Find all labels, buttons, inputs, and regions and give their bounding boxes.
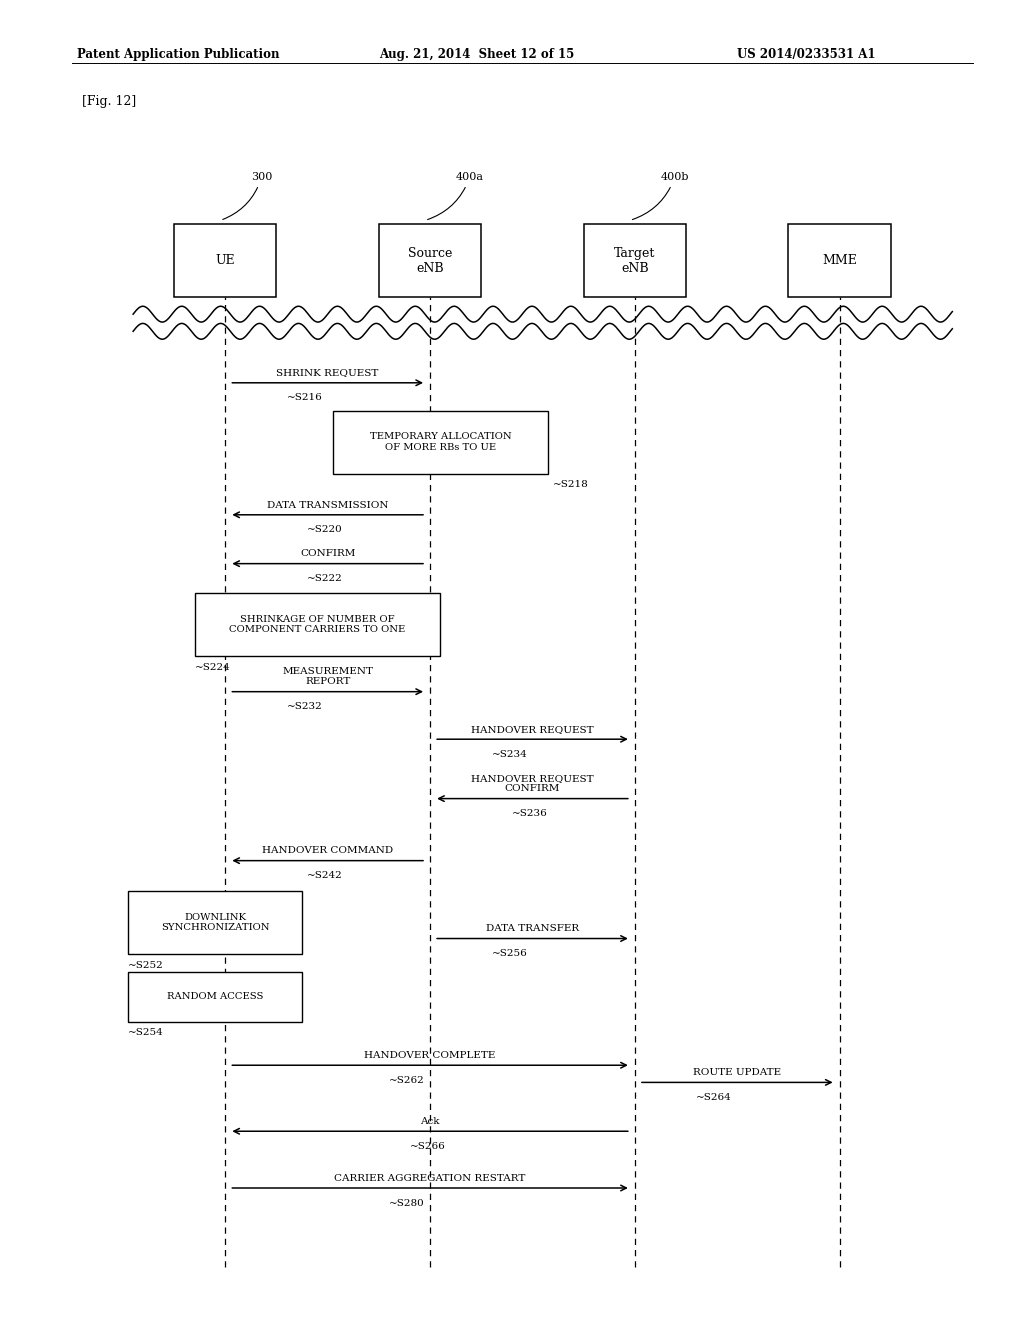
FancyBboxPatch shape — [128, 891, 302, 954]
Text: Source
eNB: Source eNB — [408, 247, 453, 275]
Text: 400b: 400b — [633, 172, 689, 219]
FancyBboxPatch shape — [174, 224, 276, 297]
Text: CONFIRM: CONFIRM — [300, 549, 355, 558]
FancyBboxPatch shape — [584, 224, 686, 297]
Text: [Fig. 12]: [Fig. 12] — [82, 95, 136, 108]
Text: ~S232: ~S232 — [287, 702, 323, 711]
Text: MME: MME — [822, 255, 857, 267]
Text: ~S216: ~S216 — [287, 393, 323, 403]
Text: SHRINKAGE OF NUMBER OF
COMPONENT CARRIERS TO ONE: SHRINKAGE OF NUMBER OF COMPONENT CARRIER… — [229, 615, 406, 634]
Text: ~S280: ~S280 — [389, 1199, 425, 1208]
Text: DATA TRANSMISSION: DATA TRANSMISSION — [267, 500, 388, 510]
Text: ~S218: ~S218 — [553, 480, 589, 490]
Text: Patent Application Publication: Patent Application Publication — [77, 48, 280, 61]
Text: HANDOVER COMPLETE: HANDOVER COMPLETE — [365, 1051, 496, 1060]
Text: DATA TRANSFER: DATA TRANSFER — [486, 924, 579, 933]
Text: RANDOM ACCESS: RANDOM ACCESS — [167, 993, 263, 1001]
Text: HANDOVER REQUEST: HANDOVER REQUEST — [471, 725, 594, 734]
Text: ~S264: ~S264 — [696, 1093, 732, 1102]
Text: ~S256: ~S256 — [492, 949, 527, 958]
Text: Target
eNB: Target eNB — [614, 247, 655, 275]
Text: 400a: 400a — [428, 172, 483, 219]
Text: HANDOVER COMMAND: HANDOVER COMMAND — [262, 846, 393, 855]
Text: CARRIER AGGREGATION RESTART: CARRIER AGGREGATION RESTART — [335, 1173, 525, 1183]
Text: UE: UE — [215, 255, 236, 267]
Text: ~S262: ~S262 — [389, 1076, 425, 1085]
Text: ~S254: ~S254 — [128, 1028, 164, 1038]
Text: ~S224: ~S224 — [195, 663, 230, 672]
Text: ~S236: ~S236 — [512, 809, 548, 818]
Text: ~S266: ~S266 — [410, 1142, 445, 1151]
FancyBboxPatch shape — [379, 224, 481, 297]
FancyBboxPatch shape — [195, 593, 440, 656]
Text: Aug. 21, 2014  Sheet 12 of 15: Aug. 21, 2014 Sheet 12 of 15 — [379, 48, 574, 61]
Text: HANDOVER REQUEST
CONFIRM: HANDOVER REQUEST CONFIRM — [471, 774, 594, 793]
Text: ~S220: ~S220 — [307, 525, 343, 535]
Text: SHRINK REQUEST: SHRINK REQUEST — [276, 368, 379, 378]
Text: 300: 300 — [223, 172, 272, 219]
Text: MEASUREMENT
REPORT: MEASUREMENT REPORT — [283, 667, 373, 686]
Text: TEMPORARY ALLOCATION
OF MORE RBs TO UE: TEMPORARY ALLOCATION OF MORE RBs TO UE — [370, 433, 511, 451]
Text: ~S242: ~S242 — [307, 871, 343, 880]
FancyBboxPatch shape — [333, 411, 548, 474]
Text: Ack: Ack — [420, 1117, 440, 1126]
Text: ROUTE UPDATE: ROUTE UPDATE — [693, 1068, 781, 1077]
Text: US 2014/0233531 A1: US 2014/0233531 A1 — [737, 48, 876, 61]
Text: ~S222: ~S222 — [307, 574, 343, 583]
Text: ~S252: ~S252 — [128, 961, 164, 970]
Text: DOWNLINK
SYNCHRONIZATION: DOWNLINK SYNCHRONIZATION — [161, 913, 269, 932]
Text: ~S234: ~S234 — [492, 750, 527, 759]
FancyBboxPatch shape — [128, 972, 302, 1022]
FancyBboxPatch shape — [788, 224, 891, 297]
